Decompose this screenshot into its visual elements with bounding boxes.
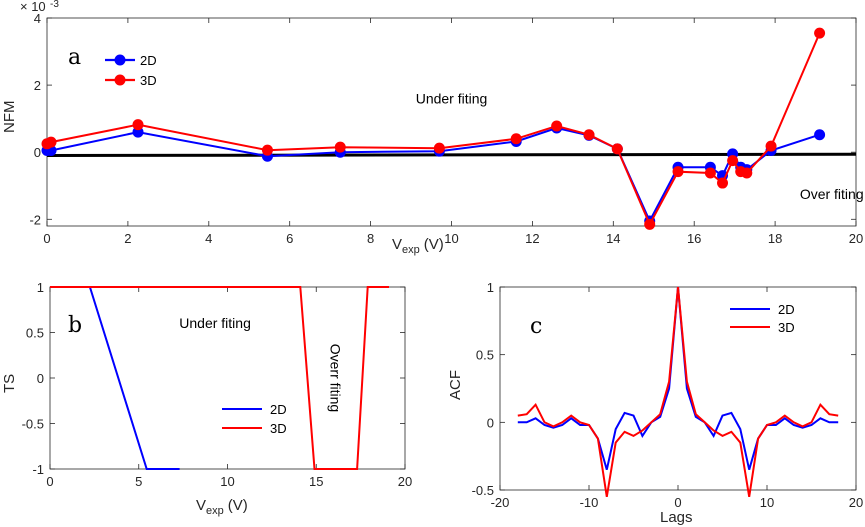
- x-tick-label: 0: [43, 231, 50, 246]
- series-3d-point: [727, 155, 739, 167]
- series-3d-point: [644, 218, 656, 230]
- y-tick-label: 0: [37, 371, 44, 386]
- panel-c-legend: 2D 3D: [730, 302, 795, 335]
- x-tick-label: 0: [674, 495, 681, 510]
- y-tick-label: -0.5: [22, 417, 44, 432]
- y-tick-label: 2: [34, 78, 41, 93]
- panel-a-legend: 2D 3D: [105, 53, 157, 88]
- y-tick-label: 0: [487, 415, 494, 430]
- legend-3d-marker: [114, 74, 126, 86]
- series-2d-point: [814, 129, 826, 141]
- x-tick-label: 10: [444, 231, 458, 246]
- x-tick-label: 6: [286, 231, 293, 246]
- y-tick-label: -1: [32, 462, 44, 477]
- series-2d-line: [47, 126, 820, 224]
- series-3d-point: [765, 140, 777, 152]
- zero-reference-line: [46, 152, 857, 158]
- panel-b-legend: 2D 3D: [222, 402, 287, 436]
- panel-a-exponent-base: × 10: [20, 0, 46, 14]
- x-tick-label: 14: [606, 231, 620, 246]
- legend-3d-label: 3D: [778, 320, 795, 335]
- x-tick-label: 0: [46, 474, 53, 489]
- panel-b-plot-area: 0 5 10 15 20 -1 -0.5 0 0.5 1 Under fiting Overr fit…: [22, 280, 413, 489]
- series-3d-point: [551, 120, 563, 132]
- annotation-label: Under fiting: [416, 91, 488, 107]
- y-tick-label: -2: [29, 212, 41, 227]
- annotation-label: Over fiting: [800, 186, 864, 202]
- panel-b-xlabel: Vexp (V): [196, 497, 248, 517]
- series-3d-point: [45, 136, 57, 148]
- legend-2d-label: 2D: [140, 53, 157, 68]
- series-3d-line: [46, 32, 821, 227]
- annotation-label: Overr fiting: [327, 344, 343, 412]
- x-tick-label: 2: [124, 231, 131, 246]
- x-tick-label: 10: [760, 495, 774, 510]
- legend-2d-label: 2D: [778, 302, 795, 317]
- panel-b-label: b: [68, 313, 82, 338]
- panel-b-ylabel: TS: [1, 374, 18, 393]
- y-tick-label: 4: [34, 11, 41, 26]
- series-3d-point: [741, 167, 753, 179]
- x-tick-label: 10: [220, 474, 234, 489]
- x-tick-label: 4: [205, 231, 212, 246]
- series-3d-point: [814, 27, 826, 39]
- series-3d-point: [510, 133, 522, 145]
- x-tick-label: -10: [580, 495, 599, 510]
- y-tick-label: 0: [34, 145, 41, 160]
- series-3d-point: [583, 129, 595, 141]
- y-tick-label: 1: [487, 280, 494, 295]
- x-tick-label: 15: [309, 474, 323, 489]
- panel-c-ylabel: ACF: [447, 370, 464, 400]
- x-tick-label: -20: [491, 495, 510, 510]
- x-tick-label: 12: [525, 231, 539, 246]
- x-tick-label: 20: [398, 474, 412, 489]
- series-3d-line: [517, 286, 839, 497]
- x-tick-label: 5: [135, 474, 142, 489]
- x-tick-label: 16: [687, 231, 701, 246]
- series-3d-point: [334, 141, 346, 153]
- panel-a-ylabel: NFM: [1, 101, 18, 134]
- x-tick-label: 8: [367, 231, 374, 246]
- panel-c-xlabel: Lags: [660, 509, 693, 526]
- legend-3d-label: 3D: [140, 73, 157, 88]
- panel-a-xlabel: Vexp (V): [392, 236, 444, 256]
- y-tick-label: 1: [37, 280, 44, 295]
- x-tick-label: 20: [849, 495, 863, 510]
- series-3d-point: [132, 119, 144, 131]
- x-tick-label: 20: [849, 231, 863, 246]
- x-tick-label: 18: [768, 231, 782, 246]
- y-tick-label: -0.5: [472, 483, 494, 498]
- legend-2d-marker: [114, 54, 126, 66]
- panel-c-plot-area: -20 -10 0 10 20 -0.5 0 0.5 1: [472, 280, 864, 510]
- panel-b-ts-chart: 0 5 10 15 20 -1 -0.5 0 0.5 1 Under fiting Overr fit…: [1, 280, 412, 517]
- series-3d-point: [672, 166, 684, 178]
- series-3d-point: [261, 144, 273, 156]
- panel-c-acf-chart: -20 -10 0 10 20 -0.5 0 0.5 1 c ACF Lags 2D 3D: [447, 280, 863, 526]
- panel-a-label: a: [68, 45, 81, 70]
- annotation-label: Under fiting: [179, 315, 251, 331]
- panel-a-frame: [46, 17, 857, 227]
- legend-2d-label: 2D: [270, 402, 287, 417]
- legend-3d-label: 3D: [270, 421, 287, 436]
- y-tick-label: 0.5: [26, 326, 44, 341]
- series-3d-point: [433, 142, 445, 154]
- series-3d-point: [704, 167, 716, 179]
- series-3d-line: [50, 286, 389, 470]
- series-3d-point: [611, 143, 623, 155]
- series-3d-point: [717, 177, 729, 189]
- panel-a-exponent-power: -3: [50, 0, 59, 10]
- panel-c-frame: [499, 286, 857, 491]
- panel-c-label: c: [530, 314, 542, 339]
- y-tick-label: 0.5: [476, 348, 494, 363]
